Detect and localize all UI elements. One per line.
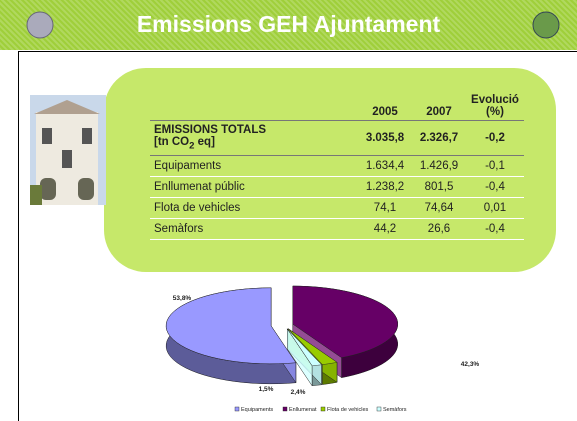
legend-swatch (282, 406, 288, 412)
column-header: 2007 (426, 106, 452, 118)
legend-label: Semàfors (383, 407, 407, 413)
row-label: EMISSIONS TOTALS [tn CO2 eq] (150, 120, 358, 156)
value-label: 1,5% (259, 386, 274, 393)
header: Emissions GEH Ajuntament (0, 0, 577, 50)
column-header: 2005 (372, 106, 398, 118)
cell: 74,1 (358, 197, 412, 219)
slice (292, 285, 398, 358)
globe-icon (532, 11, 560, 39)
cell: -0,1 (466, 155, 524, 177)
building-photo (30, 95, 106, 205)
legend-swatch (234, 406, 240, 412)
cell: 1.634,4 (358, 155, 412, 177)
label-text: 2 (189, 140, 195, 152)
rule (18, 51, 577, 52)
legend-label: Flota de vehicles (327, 407, 369, 413)
cell: 74,64 (412, 197, 466, 219)
cell: 1.426,9 (412, 155, 466, 177)
table-row: Flota de vehicles 74,1 74,64 0,01 (150, 197, 524, 219)
globe-icon (26, 11, 54, 39)
cell: 26,6 (412, 218, 466, 240)
cell: 2.326,7 (412, 120, 466, 156)
cell: 3.035,8 (358, 120, 412, 156)
row-label: Semàfors (150, 218, 358, 240)
cell: -0,4 (466, 176, 524, 198)
label-text: EMISSIONS TOTALS (154, 124, 267, 137)
legend-label: Enllumenat (289, 407, 317, 413)
cell: 1.238,2 (358, 176, 412, 198)
value-label: 42,3% (461, 361, 480, 368)
row-label: Equipaments (150, 155, 358, 177)
legend-swatch (376, 406, 382, 412)
title: Emissions GEH Ajuntament (136, 11, 441, 37)
slice (165, 287, 297, 365)
table-row: Enllumenat públic 1.238,2 801,5 -0,4 (150, 176, 524, 198)
slice (287, 328, 338, 365)
cell: 44,2 (358, 218, 412, 240)
emissions-table: 2005 2007 Evolució (%) EMISSIONS TOTALS[… (150, 82, 524, 240)
cell: 0,01 (466, 197, 524, 219)
column-header: Evolució (%) (471, 94, 519, 118)
legend-label: Equipaments (241, 407, 273, 413)
value-label: 2,4% (291, 389, 306, 396)
legend-swatch (320, 406, 326, 412)
cell: -0,4 (466, 218, 524, 240)
row-label: Flota de vehicles (150, 197, 358, 219)
table-row: Semàfors 44,2 26,6 -0,4 (150, 218, 524, 240)
value-label: 53,8% (173, 295, 192, 302)
row-label: Enllumenat públic (150, 176, 358, 198)
rule (18, 52, 19, 421)
label-text: [tn CO (154, 136, 190, 149)
cell: -0,2 (466, 120, 524, 156)
table-row: Equipaments 1.634,4 1.426,9 -0,1 (150, 155, 524, 177)
slice (287, 328, 323, 367)
table-body: Equipaments 1.634,4 1.426,9 -0,1 Enllumenat … (150, 155, 524, 240)
cell: 801,5 (412, 176, 466, 198)
label-text: eq] (194, 136, 215, 149)
